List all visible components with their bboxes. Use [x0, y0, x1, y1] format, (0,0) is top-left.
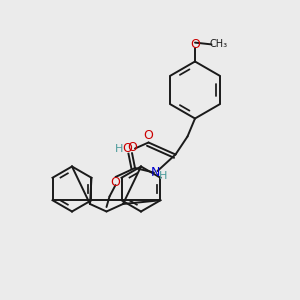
Text: H: H [159, 171, 167, 182]
Text: H: H [115, 143, 123, 154]
Text: O: O [127, 141, 137, 154]
Text: O: O [144, 129, 153, 142]
Text: O: O [123, 142, 132, 155]
Text: CH₃: CH₃ [209, 39, 227, 50]
Text: N: N [150, 166, 160, 179]
Text: O: O [190, 38, 200, 51]
Text: O: O [111, 176, 120, 189]
